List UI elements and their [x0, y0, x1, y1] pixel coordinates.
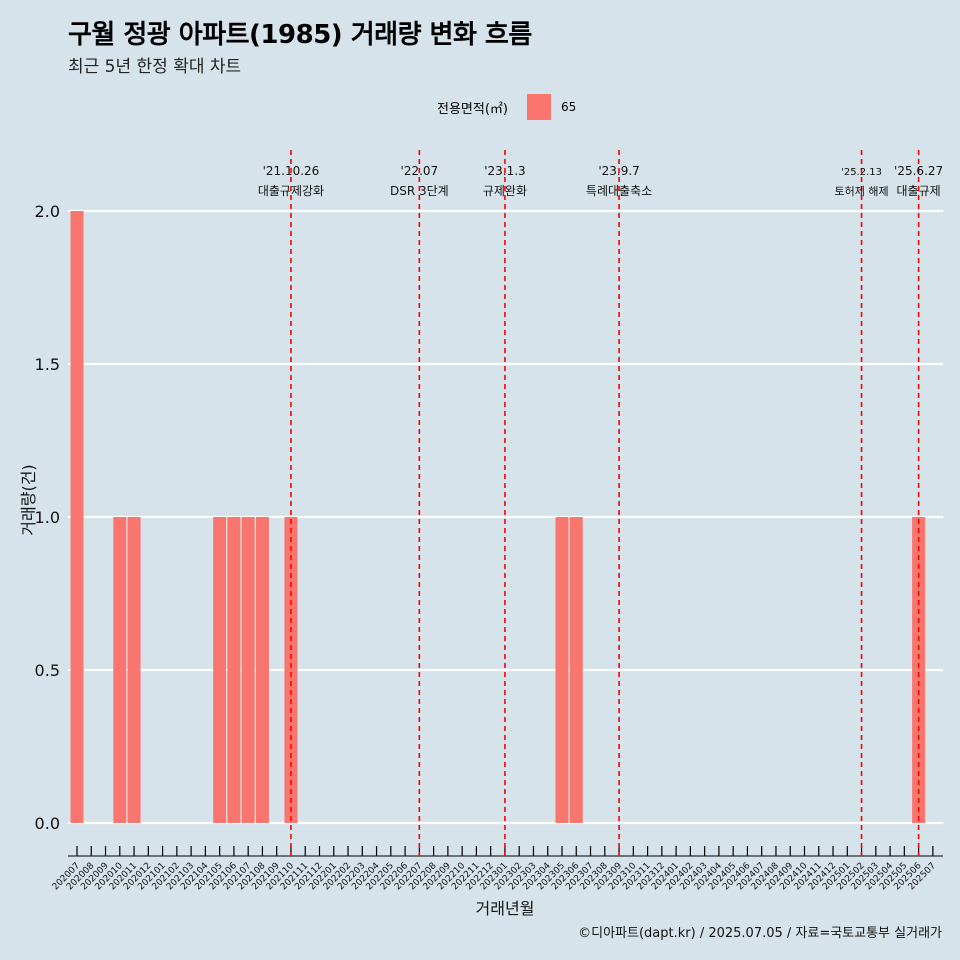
y-tick-label: 1.0 [35, 508, 60, 527]
bar [569, 517, 583, 823]
legend-swatch [527, 94, 551, 120]
y-axis-title: 거래량(건) [19, 464, 38, 535]
legend-title: 전용면적(㎡) [437, 102, 508, 117]
event-name-label: DSR 3단계 [390, 184, 449, 198]
bar [255, 517, 269, 823]
bar [113, 517, 127, 823]
bar [127, 517, 141, 823]
event-name-label: 대출규제강화 [258, 184, 324, 198]
y-tick-label: 1.5 [35, 355, 60, 374]
event-name-label: 규제완화 [483, 184, 527, 198]
chart-subtitle: 최근 5년 한정 확대 차트 [68, 57, 242, 77]
bar [912, 517, 926, 823]
bar [227, 517, 241, 823]
event-date-label: '23.1.3 [484, 164, 525, 178]
event-date-label: '23.9.7 [598, 164, 639, 178]
bar [555, 517, 569, 823]
legend: 전용면적(㎡) 65 [0, 94, 960, 120]
legend-label: 65 [561, 100, 577, 114]
event-date-label: '21.10.26 [263, 164, 320, 178]
event-name-label: 토허제 해제 [834, 184, 888, 198]
x-axis-title: 거래년월 [476, 899, 535, 918]
event-name-label: 대출규제 [897, 184, 941, 198]
bar [213, 517, 227, 823]
y-tick-label: 2.0 [35, 202, 60, 221]
bar [241, 517, 255, 823]
event-name-label: 특례대출축소 [586, 184, 652, 198]
bar [70, 211, 84, 823]
event-date-label: '25.2.13 [841, 167, 882, 178]
y-tick-label: 0.5 [35, 661, 60, 680]
event-date-label: '22.07 [401, 164, 439, 178]
source-caption: ©디아파트(dapt.kr) / 2025.07.05 / 자료=국토교통부 실… [578, 926, 942, 941]
y-tick-label: 0.0 [35, 814, 60, 833]
chart-title: 구월 정광 아파트(1985) 거래량 변화 흐름 [68, 20, 532, 50]
bar [284, 517, 298, 823]
event-date-label: '25.6.27 [894, 164, 943, 178]
